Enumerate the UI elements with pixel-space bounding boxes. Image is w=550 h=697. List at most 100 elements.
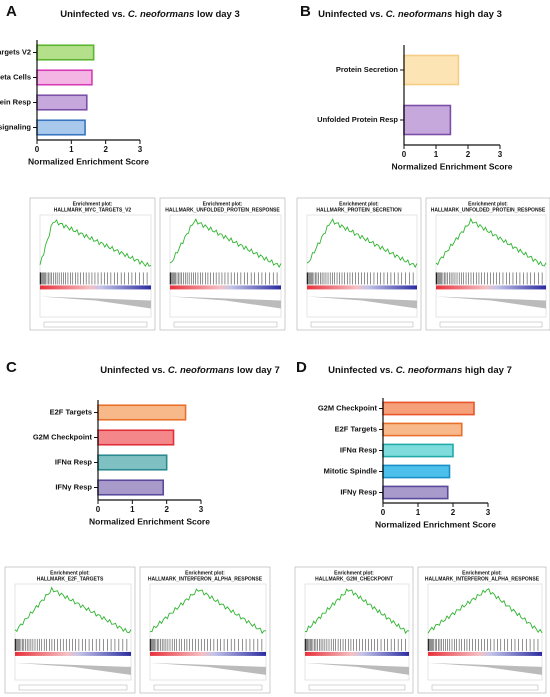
enrichment-curve bbox=[435, 217, 547, 267]
enrichment-name: HALLMARK_INTERFERON_ALPHA_RESPONSE bbox=[148, 576, 263, 582]
x-axis-label: Normalized Enrichment Score bbox=[28, 156, 149, 166]
x-axis-label: Normalized Enrichment Score bbox=[375, 519, 496, 529]
enrichment-frame bbox=[159, 197, 286, 331]
enrichment-panel bbox=[306, 214, 418, 318]
enrichment-panel bbox=[304, 583, 410, 681]
category-label: Pancreas Beta Cells bbox=[0, 72, 31, 81]
enrichment-curve bbox=[14, 586, 132, 634]
bar bbox=[36, 69, 93, 86]
rank-metric bbox=[428, 662, 542, 675]
chart-title: Uninfected vs. C. neoformans low day 3 bbox=[60, 9, 240, 20]
title-part: high day 3 bbox=[452, 9, 502, 20]
bar bbox=[403, 104, 452, 136]
bar bbox=[97, 429, 175, 446]
enrichment-name: HALLMARK_E2F_TARGETS bbox=[37, 576, 104, 582]
enrichment-panel bbox=[435, 214, 547, 318]
x-tick-label: 3 bbox=[138, 145, 143, 154]
enrichment-legend bbox=[18, 684, 128, 691]
enrichment-heading: Enrichment plot: bbox=[468, 201, 508, 207]
bar bbox=[382, 443, 454, 458]
chart-title: Uninfected vs. C. neoformans high day 7 bbox=[328, 365, 512, 376]
enrichment-legend bbox=[439, 321, 543, 328]
x-tick-label: 0 bbox=[381, 508, 386, 517]
enrichment-legend bbox=[43, 321, 148, 328]
title-part: Uninfected vs. bbox=[318, 9, 386, 20]
rank-gradient bbox=[15, 651, 131, 656]
enrichment-heading: Enrichment plot: bbox=[50, 570, 90, 576]
enrichment-heading: Enrichment plot: bbox=[339, 201, 379, 207]
rank-metric bbox=[307, 296, 417, 309]
bar bbox=[382, 485, 449, 500]
category-label: Unfolded Protein Resp bbox=[317, 115, 398, 124]
title-part: low day 7 bbox=[234, 365, 279, 376]
enrichment-name: HALLMARK_INTERFERON_ALPHA_RESPONSE bbox=[425, 576, 540, 582]
enrichment-legend bbox=[308, 684, 406, 691]
enrichment-frame bbox=[4, 566, 136, 694]
rank-metric bbox=[40, 296, 151, 309]
bar bbox=[403, 54, 460, 86]
category-label: IFNα Resp bbox=[340, 445, 378, 454]
rank-gradient bbox=[436, 285, 546, 290]
panel-label: C bbox=[6, 359, 17, 376]
x-tick-label: 1 bbox=[416, 508, 421, 517]
category-label: E2F Targets bbox=[335, 424, 377, 433]
title-part: C. neoformans bbox=[168, 365, 235, 376]
x-tick-label: 1 bbox=[434, 150, 439, 159]
enrichment-panel bbox=[149, 583, 267, 681]
title-part: Uninfected vs. bbox=[328, 365, 396, 376]
title-part: low day 3 bbox=[194, 9, 239, 20]
rank-gradient bbox=[170, 285, 281, 290]
enrichment-frame bbox=[417, 566, 547, 694]
rank-metric bbox=[305, 662, 409, 675]
bar bbox=[97, 454, 168, 471]
enrichment-frame bbox=[294, 566, 414, 694]
enrichment-curve bbox=[427, 588, 543, 634]
enrichment-curve bbox=[149, 588, 267, 635]
enrichment-panel bbox=[169, 214, 282, 318]
rank-gradient bbox=[150, 651, 266, 656]
bar bbox=[97, 479, 165, 496]
title-part: C. neoformans bbox=[396, 365, 463, 376]
enrichment-curve bbox=[306, 218, 418, 269]
rank-metric bbox=[150, 662, 266, 675]
enrichment-frame bbox=[139, 566, 271, 694]
category-label: G2M Checkpoint bbox=[318, 403, 378, 412]
rank-metric bbox=[170, 296, 281, 309]
enrichment-panel bbox=[14, 583, 132, 681]
enrichment-heading: Enrichment plot: bbox=[334, 570, 374, 576]
enrichment-frame bbox=[29, 197, 156, 331]
title-part: Uninfected vs. bbox=[60, 9, 128, 20]
enrichment-panel bbox=[39, 214, 152, 318]
enrichment-name: HALLMARK_G2M_CHECKPOINT bbox=[315, 576, 393, 582]
bar bbox=[382, 401, 475, 416]
category-label: IFNγ Resp bbox=[340, 487, 377, 496]
enrichment-name: HALLMARK_UNFOLDED_PROTEIN_RESPONSE bbox=[165, 207, 280, 213]
rank-gradient bbox=[307, 285, 417, 290]
enrichment-curve bbox=[39, 219, 152, 267]
panel-label: B bbox=[300, 3, 311, 20]
bar bbox=[97, 404, 187, 421]
rank-metric bbox=[436, 296, 546, 309]
x-tick-label: 2 bbox=[466, 150, 471, 159]
enrichment-heading: Enrichment plot: bbox=[462, 570, 502, 576]
panel-label: A bbox=[6, 3, 17, 20]
rank-gradient bbox=[428, 651, 542, 656]
enrichment-legend bbox=[173, 321, 278, 328]
enrichment-legend bbox=[431, 684, 539, 691]
category-label: Mitotic Spindle bbox=[324, 466, 377, 475]
enrichment-curve bbox=[169, 218, 282, 269]
enrichment-name: HALLMARK_MYC_TARGETS_V2 bbox=[54, 207, 132, 213]
enrichment-legend bbox=[153, 684, 263, 691]
enrichment-heading: Enrichment plot: bbox=[185, 570, 225, 576]
title-part: Uninfected vs. bbox=[100, 365, 168, 376]
x-tick-label: 1 bbox=[69, 145, 74, 154]
enrichment-frame bbox=[425, 197, 550, 331]
chart-title: Uninfected vs. C. neoformans low day 7 bbox=[100, 365, 280, 376]
x-tick-label: 0 bbox=[96, 505, 101, 514]
x-tick-label: 1 bbox=[130, 505, 135, 514]
enrichment-frame bbox=[296, 197, 422, 331]
rank-gradient bbox=[40, 285, 151, 290]
category-label: G2M Checkpoint bbox=[33, 432, 93, 441]
rank-gradient bbox=[305, 651, 409, 656]
x-tick-label: 0 bbox=[402, 150, 407, 159]
